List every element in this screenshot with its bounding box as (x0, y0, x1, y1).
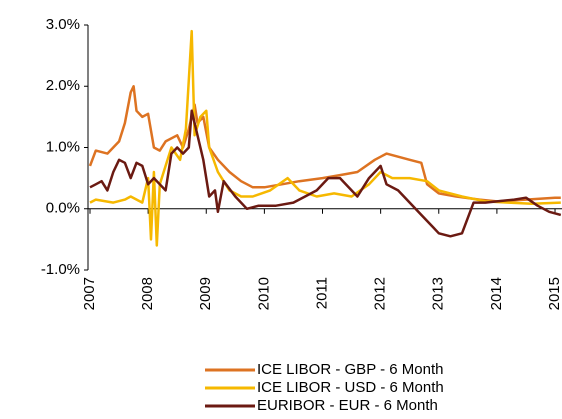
x-tick-label: 2013 (430, 277, 447, 310)
x-tick-label: 2011 (313, 277, 330, 309)
y-tick-label: 0.0% (46, 200, 80, 217)
y-tick-label: -1.0% (41, 261, 80, 278)
x-tick-label: 2012 (372, 277, 389, 310)
series-line (89, 29, 561, 247)
x-tick-label: 2009 (197, 277, 214, 310)
legend-label: EURIBOR - EUR - 6 Month (257, 397, 438, 414)
x-tick-label: 2007 (81, 277, 98, 310)
y-tick-label: 2.0% (46, 77, 80, 94)
x-tick-label: 2010 (255, 277, 272, 310)
x-tick-label: 2014 (488, 277, 505, 310)
series-line (89, 109, 562, 238)
y-tick-label: 3.0% (46, 16, 80, 33)
x-tick-label: 2008 (139, 277, 156, 310)
legend-label: ICE LIBOR - GBP - 6 Month (257, 361, 443, 378)
x-tick-label: 2015 (546, 277, 562, 310)
legend-label: ICE LIBOR - USD - 6 Month (257, 379, 444, 396)
y-tick-label: 1.0% (46, 138, 80, 155)
